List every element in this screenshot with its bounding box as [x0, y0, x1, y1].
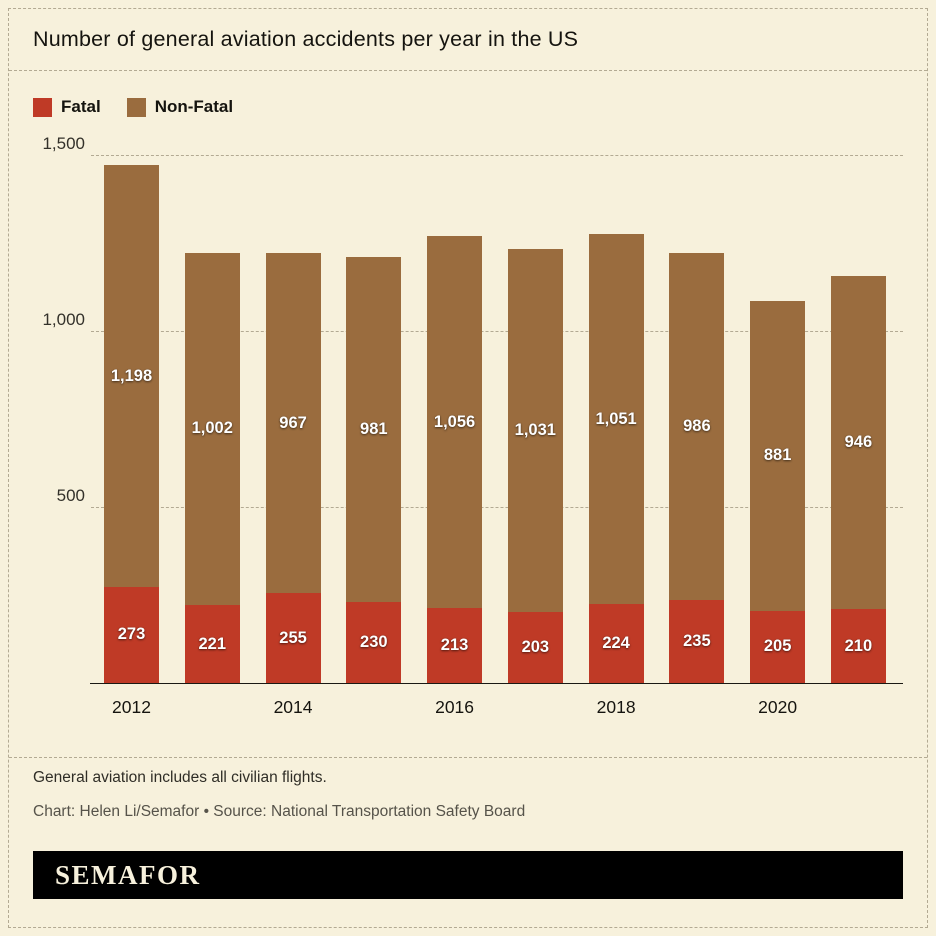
bar-2014-fatal: 255 [265, 593, 321, 683]
bar-value-label: 205 [763, 637, 792, 656]
bar-value-label: 967 [279, 413, 307, 432]
bar-value-label: 235 [683, 632, 711, 651]
bar-2013-fatal: 221 [184, 605, 240, 683]
bar-2019-nonfatal: 986 [669, 253, 725, 601]
x-tick-label-2021 [831, 697, 886, 718]
credit-line: Chart: Helen Li/Semafor • Source: Nation… [33, 803, 526, 820]
x-tick-label-2012: 2012 [112, 697, 151, 717]
bar-2012: 1,198 273 [104, 165, 159, 683]
bar-value-label: 1,002 [191, 419, 233, 438]
bar-value-label: 255 [279, 628, 307, 647]
bar-2016: 1,056 213 [427, 236, 483, 683]
separator-top [9, 70, 927, 71]
bar-2014-nonfatal: 967 [265, 252, 321, 594]
bar-2016-nonfatal: 1,056 [427, 236, 483, 609]
x-tick-label-2020: 2020 [758, 697, 798, 717]
y-tick-label-1500: 1,500 [42, 134, 85, 153]
bar-2015: 981 230 [346, 256, 402, 683]
bar-value-label: 1,051 [595, 409, 637, 428]
bar-2020-nonfatal: 881 [750, 300, 806, 611]
bar-value-label: 1,031 [514, 420, 556, 439]
bar-value-label: 881 [763, 446, 792, 465]
bar-2014: 967 255 [265, 252, 321, 683]
gridline-1000 [91, 331, 903, 332]
x-tick-label-2018: 2018 [596, 697, 636, 717]
y-tick-label-1000: 1,000 [42, 310, 85, 329]
bar-value-label: 230 [360, 633, 388, 651]
bar-2019: 986 235 [669, 253, 725, 683]
x-tick-label-2017 [508, 697, 563, 718]
x-tick-label-2016: 2016 [435, 697, 475, 717]
legend-label: Non-Fatal [154, 97, 234, 116]
chart-title: Number of general aviation accidents per… [33, 27, 579, 51]
bars-row: 1,198 273 1,002 221 967 255 981 230 1,056 213 1,03… [104, 147, 886, 683]
bar-2017-fatal: 203 [507, 611, 563, 683]
bar-2018: 1,051 224 [588, 234, 644, 683]
bar-value-label: 221 [198, 634, 227, 653]
y-tick-label-500: 500 [56, 486, 85, 505]
bar-value-label: 981 [360, 419, 388, 438]
bar-2013: 1,002 221 [184, 252, 240, 683]
legend-item-fatal: Fatal [33, 97, 101, 117]
bar-value-label: 213 [440, 636, 469, 654]
x-tick-label-2013 [185, 697, 240, 718]
bar-2021-fatal: 210 [830, 609, 886, 683]
bar-2018-fatal: 224 [588, 604, 644, 683]
legend-label: Fatal [61, 97, 101, 116]
bar-2017: 1,031 203 [507, 248, 563, 683]
bar-value-label: 986 [683, 417, 711, 436]
bar-2015-fatal: 230 [346, 602, 402, 683]
bar-value-label: 224 [602, 634, 630, 653]
bar-2013-nonfatal: 1,002 [184, 252, 240, 606]
bar-2021-nonfatal: 946 [830, 276, 886, 610]
bar-value-label: 210 [844, 636, 873, 655]
bar-value-label: 273 [117, 625, 146, 644]
bar-2020-fatal: 205 [750, 610, 806, 683]
x-axis-line [90, 683, 903, 684]
semafor-logo: SEMAFOR [55, 859, 201, 890]
bar-2012-fatal: 273 [104, 586, 159, 683]
bar-2016-fatal: 213 [427, 608, 483, 683]
bar-2017-nonfatal: 1,031 [507, 248, 563, 612]
legend-item-non-fatal: Non-Fatal [126, 97, 234, 117]
bar-2012-nonfatal: 1,198 [104, 165, 159, 587]
x-tick-label-2019 [669, 697, 724, 718]
x-axis-labels: 2012 2014 2016 2018 2020 [104, 697, 886, 718]
x-tick-label-2014: 2014 [273, 697, 313, 717]
bar-2020: 881 205 [750, 300, 806, 683]
bar-2015-nonfatal: 981 [346, 256, 402, 603]
legend: Fatal Non-Fatal [33, 97, 233, 117]
bar-value-label: 203 [521, 637, 550, 656]
separator-bottom [9, 757, 927, 758]
bar-value-label: 1,198 [110, 366, 153, 385]
bar-value-label: 946 [844, 433, 873, 452]
bar-value-label: 1,056 [433, 412, 476, 431]
gridline-1500 [91, 155, 903, 156]
footnote: General aviation includes all civilian f… [33, 769, 327, 786]
chart-plot: 500 1,000 1,500 1,198 273 1,002 221 967 255 981 23… [33, 134, 903, 727]
bar-2021: 946 210 [830, 276, 886, 683]
x-tick-label-2015 [346, 697, 401, 718]
legend-swatch [33, 97, 52, 117]
gridline-500 [91, 507, 903, 508]
bar-2019-fatal: 235 [669, 600, 725, 683]
legend-swatch [126, 97, 146, 117]
semafor-logo-bar: SEMAFOR [33, 851, 903, 899]
bar-2018-nonfatal: 1,051 [588, 234, 644, 605]
